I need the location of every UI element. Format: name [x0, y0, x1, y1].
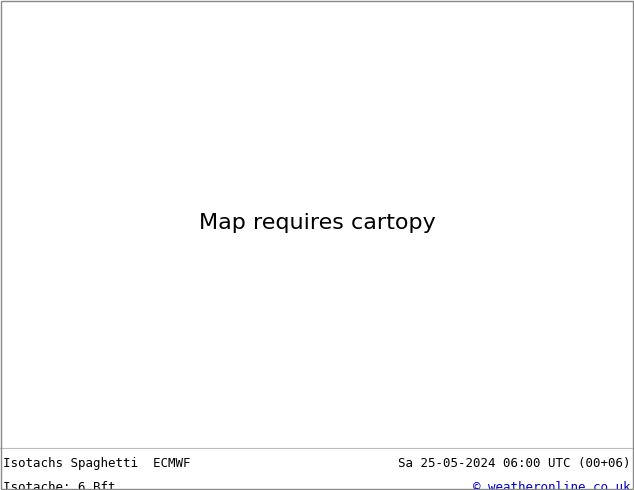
Text: Map requires cartopy: Map requires cartopy	[198, 213, 436, 233]
Text: Isotache: 6 Bft: Isotache: 6 Bft	[3, 481, 115, 490]
Text: Sa 25-05-2024 06:00 UTC (00+06): Sa 25-05-2024 06:00 UTC (00+06)	[398, 457, 631, 470]
Text: Isotachs Spaghetti  ECMWF: Isotachs Spaghetti ECMWF	[3, 457, 191, 470]
Text: © weatheronline.co.uk: © weatheronline.co.uk	[474, 481, 631, 490]
